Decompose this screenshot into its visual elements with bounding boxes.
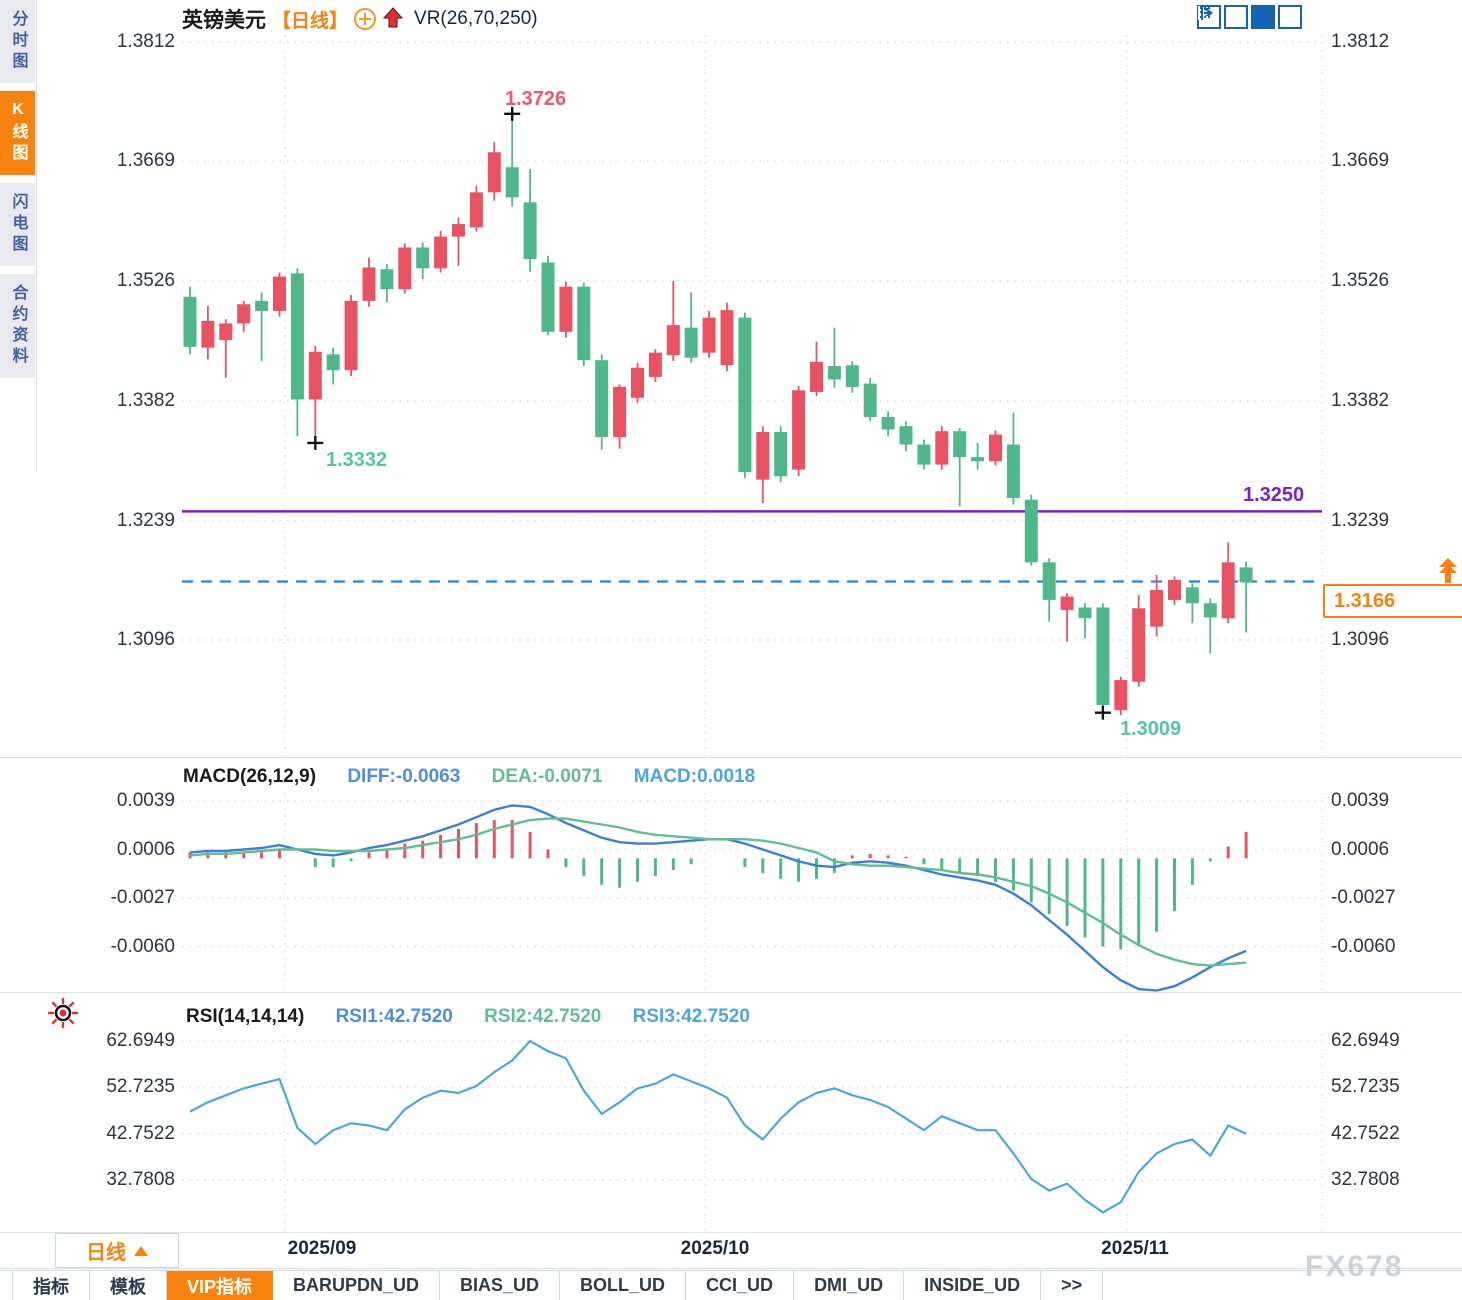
indicator-tab-bar: 指标 模板 VIP指标 BARUPDN_UD BIAS_UD BOLL_UD C…: [0, 1270, 1462, 1300]
x-axis-label-oct: 2025/10: [680, 1238, 750, 1259]
axis-scale-icon[interactable]: [1198, 5, 1248, 29]
sidebar: 分时图 K线图 闪电图 合约资料: [0, 0, 37, 470]
rsi1-value: RSI1:42.7520: [335, 1006, 453, 1027]
axis-play-icon[interactable]: [1198, 5, 1275, 29]
macd-dea-value: DEA:-0.0071: [491, 766, 603, 787]
sidebar-item-timeshare-chart[interactable]: 分时图: [0, 0, 35, 83]
tab-bias-ud[interactable]: BIAS_UD: [440, 1271, 561, 1300]
candlestick-series: [183, 113, 1253, 716]
tab-barupdn-ud[interactable]: BARUPDN_UD: [273, 1271, 441, 1300]
tab-boll-ud[interactable]: BOLL_UD: [560, 1271, 687, 1300]
watermark: FX678: [1305, 1250, 1404, 1283]
macd-title: MACD(26,12,9): [183, 766, 317, 787]
tab-dmi-ud[interactable]: DMI_UD: [794, 1271, 905, 1300]
period-tag[interactable]: 【日线】: [272, 10, 349, 32]
vr-indicator-label[interactable]: VR(26,70,250): [414, 8, 538, 29]
swing-low-annotation: 1.3332: [326, 449, 388, 471]
tab-inside-ud[interactable]: INSIDE_UD: [904, 1271, 1042, 1300]
hline-price-label: 1.3250: [1243, 484, 1305, 506]
period-selector-button[interactable]: 日线: [55, 1233, 179, 1268]
macd-diff-value: DIFF:-0.0063: [347, 766, 461, 787]
tab-templates[interactable]: 模板: [90, 1271, 167, 1300]
macd-dea-line: [189, 817, 1247, 967]
panel-separators: [0, 757, 1462, 1269]
low-price-annotation: 1.3009: [1120, 718, 1182, 740]
price-up-arrow-icon: [1439, 558, 1457, 583]
pop-out-icon[interactable]: [1201, 5, 1302, 29]
tab-more-chevron[interactable]: >>: [1041, 1271, 1104, 1300]
macd-panel-header: MACD(26,12,9) DIFF:-0.0063 DEA:-0.0071 M…: [183, 766, 781, 788]
rsi-title: RSI(14,14,14): [186, 1006, 305, 1027]
macd-series: [188, 804, 1248, 992]
rsi2-value: RSI2:42.7520: [484, 1006, 602, 1027]
rsi-series: [189, 1039, 1247, 1214]
sidebar-item-contract-info[interactable]: 合约资料: [0, 274, 35, 378]
tab-indicators[interactable]: 指标: [12, 1271, 90, 1300]
extreme-markers: [307, 106, 1111, 720]
high-price-annotation: 1.3726: [505, 88, 567, 110]
symbol-title: 英镑美元: [182, 9, 266, 32]
indicator-settings-icon[interactable]: [46, 996, 80, 1030]
rsi-panel-header: RSI(14,14,14) RSI1:42.7520 RSI2:42.7520 …: [186, 1006, 776, 1028]
tab-cci-ud[interactable]: CCI_UD: [686, 1271, 795, 1300]
triangle-up-icon: [134, 1245, 148, 1256]
rsi-line: [189, 1039, 1247, 1214]
macd-value: MACD:0.0018: [633, 766, 756, 787]
rsi3-value: RSI3:42.7520: [632, 1006, 750, 1027]
chart-header: 英镑美元 【日线】 VR(26,70,250): [182, 4, 538, 34]
sidebar-item-candlestick-chart[interactable]: K线图: [0, 91, 35, 175]
x-axis-label-sep: 2025/09: [287, 1238, 357, 1259]
sidebar-item-lightning-chart[interactable]: 闪电图: [0, 183, 35, 266]
last-price-badge: 1.3166: [1323, 584, 1462, 618]
add-circle-icon[interactable]: [354, 8, 377, 30]
tab-vip-indicators[interactable]: VIP指标: [167, 1271, 274, 1300]
red-up-arrow-icon: [382, 7, 404, 28]
grid-lines: [182, 35, 1323, 1232]
period-selector-label: 日线: [86, 1242, 126, 1264]
chart-toolbar: [1197, 5, 1302, 29]
x-axis-label-nov: 2025/11: [1101, 1238, 1169, 1259]
